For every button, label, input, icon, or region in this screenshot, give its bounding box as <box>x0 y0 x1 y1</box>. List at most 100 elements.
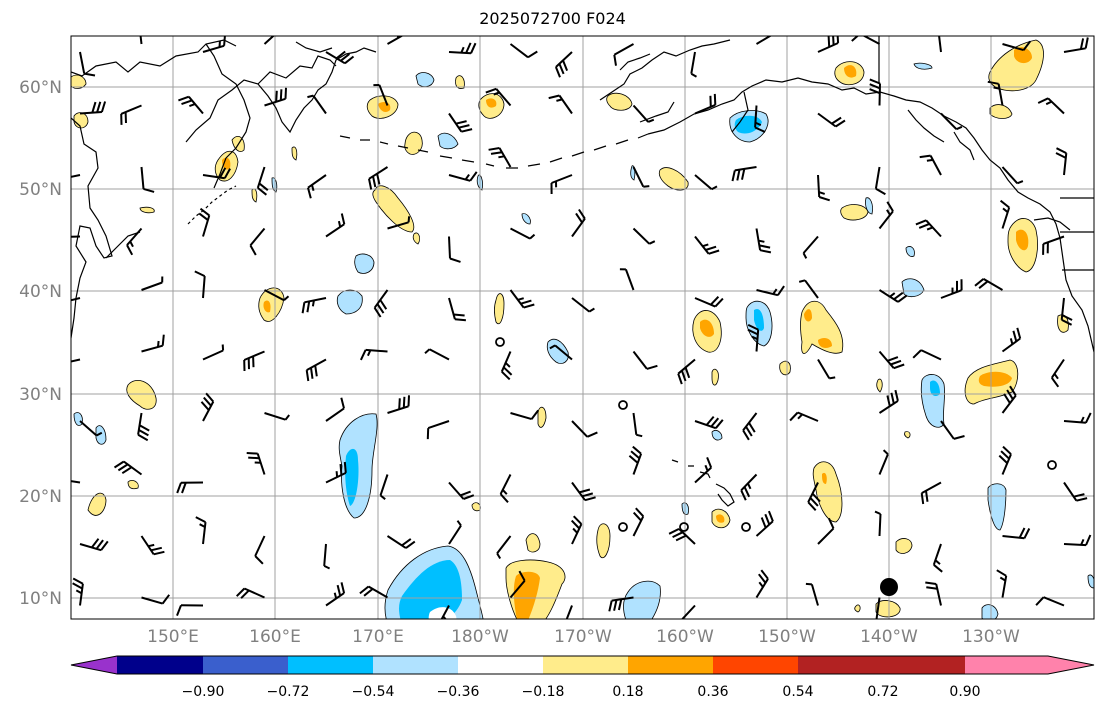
wind-barb-feather <box>379 299 388 310</box>
wind-barb <box>79 420 98 437</box>
wind-barb-feather <box>760 569 769 580</box>
wind-barb-feather <box>802 252 808 259</box>
lat-label-60: 60°N <box>19 78 62 98</box>
wind-barb <box>632 453 643 475</box>
wind-barb <box>448 51 472 55</box>
wind-barb <box>79 543 102 552</box>
wind-barb-feather <box>789 411 799 422</box>
wind-barb-feather <box>96 101 102 113</box>
wind-barb <box>387 36 404 45</box>
wind-barb <box>139 36 143 45</box>
wind-barb-feather <box>129 240 134 248</box>
wind-barb-feather <box>836 36 840 44</box>
wind-barb-feather <box>284 87 287 99</box>
wind-barb <box>997 83 1004 106</box>
wind-barb-feather <box>549 344 556 350</box>
wind-barb-feather <box>527 50 538 59</box>
lon-label-140w: 140°W <box>860 627 918 647</box>
wind-barb <box>817 42 839 53</box>
wind-barb-feather <box>340 582 346 594</box>
wind-barb-feather <box>178 95 190 102</box>
wind-barb <box>1002 43 1024 52</box>
wind-barb-feather <box>405 22 407 33</box>
wind-barb-feather <box>139 424 150 432</box>
wind-barb-feather <box>501 489 508 495</box>
wind-barb-feather <box>194 270 206 278</box>
wind-barb-feather <box>148 543 155 548</box>
wind-barb-feather <box>72 577 84 585</box>
wind-barb-feather <box>499 493 509 503</box>
wind-barb-feather <box>613 54 617 66</box>
wind-barb <box>925 219 942 238</box>
wind-barb-feather <box>1012 330 1018 342</box>
wind-barb-feather <box>797 413 803 420</box>
wind-barb <box>448 297 456 320</box>
wind-barb-feather <box>893 291 904 301</box>
wind-barb-feather <box>454 318 466 322</box>
wind-barb-feather <box>465 42 472 54</box>
wind-barb <box>306 358 327 371</box>
wind-barb <box>256 166 266 189</box>
wind-barb-feather <box>307 94 314 99</box>
wind-barb-feather <box>747 323 759 331</box>
wind-barb <box>1050 358 1065 379</box>
wind-barb <box>307 174 327 189</box>
colorbar-segment <box>288 656 373 674</box>
wind-barb-feather <box>920 492 925 505</box>
wind-barb <box>448 236 451 259</box>
wind-barb <box>387 221 409 230</box>
wind-barb <box>755 578 769 599</box>
tropical-cyclone-marker <box>880 578 898 596</box>
wind-barb-feather <box>710 296 720 306</box>
wind-barb-feather <box>1055 152 1067 159</box>
wind-barb <box>249 227 266 247</box>
wind-barb-feather <box>705 245 717 251</box>
wind-barb-feather <box>1079 38 1085 50</box>
wind-barb <box>1063 420 1086 424</box>
colorbar-segment <box>117 656 203 674</box>
wind-barb-feather <box>1006 389 1014 400</box>
wind-barb-feather <box>874 510 881 515</box>
wind-barb-feather <box>818 191 825 195</box>
wind-barb-feather <box>675 534 687 542</box>
wind-barb-feather <box>314 365 318 377</box>
wind-barb <box>243 587 265 599</box>
wind-barb <box>571 523 583 545</box>
wind-barb <box>202 174 225 180</box>
map-title: 2025072700 F024 <box>479 9 626 28</box>
wind-barb-feather <box>897 294 908 303</box>
wind-barb <box>632 104 649 123</box>
wind-barb-feather <box>157 340 160 348</box>
wind-barb-feather <box>635 507 645 517</box>
wind-barb-feather <box>713 93 717 105</box>
wind-barb-feather <box>608 600 613 612</box>
wind-barb-feather <box>617 598 623 611</box>
wind-barb-feather <box>746 482 752 490</box>
wind-barb-feather <box>572 527 579 534</box>
wind-barb-feather <box>1035 596 1045 606</box>
wind-barb-feather <box>62 363 64 374</box>
wind-barb-feather <box>405 540 416 549</box>
wind-barb <box>613 43 634 56</box>
colorbar-segment <box>713 656 798 674</box>
wind-barb <box>817 358 831 379</box>
wind-barb <box>79 111 102 115</box>
wind-barb <box>202 521 207 545</box>
colorbar-tick-label: 0.18 <box>612 684 643 700</box>
wind-barb-feather <box>496 552 502 560</box>
wind-barb-feather <box>588 307 595 313</box>
wind-barb-feather <box>751 335 758 341</box>
wind-barb <box>325 407 345 422</box>
wind-barb-feather <box>67 301 68 312</box>
colorbar-tick-label: 0.36 <box>697 684 728 700</box>
wind-barb <box>551 174 573 184</box>
wind-barb-feather <box>275 90 278 102</box>
wind-barb-feather <box>113 460 125 469</box>
wind-barb-feather <box>1002 445 1012 455</box>
wind-barb <box>632 350 648 370</box>
wind-barb <box>1001 575 1008 598</box>
wind-barb-feather <box>254 555 264 565</box>
wind-barb <box>677 358 696 375</box>
wind-barb <box>1063 481 1078 502</box>
wind-barb <box>448 174 471 182</box>
